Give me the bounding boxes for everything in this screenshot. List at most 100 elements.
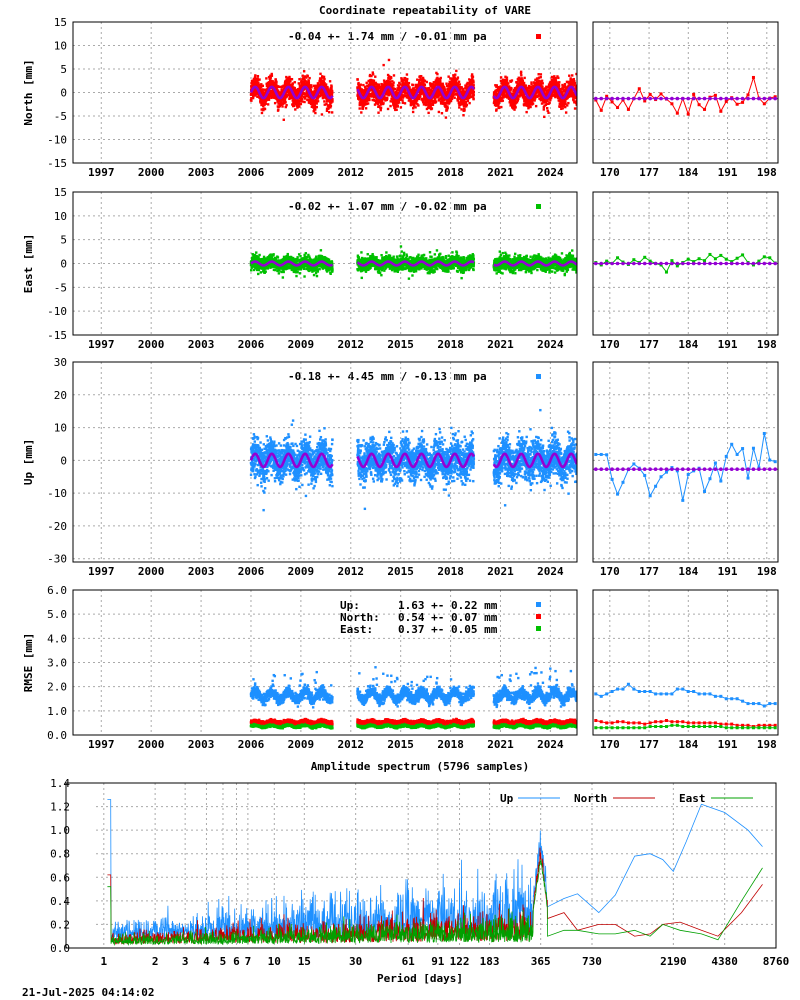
north-point: [441, 100, 444, 104]
north-point: [370, 74, 373, 78]
north-point: [416, 78, 419, 81]
north-point: [267, 95, 271, 99]
north-point: [523, 99, 526, 103]
north-point: [261, 89, 264, 92]
north-point: [269, 79, 273, 82]
north-point: [265, 77, 268, 80]
north-point: [408, 86, 411, 89]
north-point: [382, 83, 385, 87]
north-point: [322, 75, 326, 79]
north-point: [373, 99, 377, 102]
north-point: [564, 102, 567, 106]
north-point: [540, 83, 543, 86]
north-point: [525, 100, 528, 103]
north-point: [321, 92, 324, 95]
north-point: [539, 75, 542, 79]
north-point: [525, 110, 528, 114]
north-point: [320, 82, 323, 85]
north-point: [329, 88, 332, 92]
north-point: [498, 97, 501, 100]
north-point: [359, 87, 362, 91]
north-point: [465, 83, 469, 86]
north-point: [399, 83, 402, 86]
north-point: [328, 110, 331, 114]
east-point: [262, 266, 266, 270]
north-point: [445, 82, 448, 85]
north-point: [392, 84, 395, 87]
north-point: [288, 82, 291, 85]
north-point: [360, 111, 363, 114]
north-point: [435, 83, 438, 86]
north-legend-marker: [536, 34, 541, 39]
spectrum-xlabel: Period [days]: [377, 972, 463, 985]
north-point: [542, 105, 546, 109]
north-point: [311, 90, 314, 94]
north-point: [565, 88, 568, 91]
north-point: [453, 96, 456, 99]
north-point: [326, 88, 330, 91]
north-point: [551, 76, 554, 79]
north-point: [575, 72, 577, 76]
north-point: [297, 82, 301, 85]
north-point: [306, 75, 309, 78]
north-point: [322, 91, 325, 94]
north-point: [436, 78, 439, 81]
north-point: [462, 100, 465, 103]
north-point: [439, 102, 443, 105]
north-point: [298, 102, 301, 105]
north-zoom-point: [735, 102, 739, 106]
north-point: [396, 105, 399, 108]
north-point: [456, 77, 459, 81]
north-point: [325, 109, 329, 112]
north-stats-text: -0.04 +- 1.74 mm / -0.01 mm pa: [288, 30, 487, 43]
north-point: [410, 103, 413, 106]
timestamp: 21-Jul-2025 04:14:02: [22, 986, 154, 999]
north-point: [501, 99, 505, 102]
north-point: [297, 103, 300, 107]
east-point: [282, 267, 286, 271]
north-point: [541, 82, 544, 85]
north-point: [519, 70, 523, 74]
north-point: [472, 81, 475, 84]
north-point: [267, 98, 271, 101]
north-point: [301, 100, 304, 103]
north-point: [376, 88, 380, 92]
north-point: [309, 84, 313, 87]
north-point: [575, 101, 577, 104]
north-point: [463, 98, 466, 102]
north-point: [472, 90, 476, 94]
north-zoom-point: [659, 92, 663, 96]
north-point: [378, 94, 382, 97]
east-xtick-label: 2003: [188, 338, 215, 351]
north-point: [364, 103, 367, 106]
north-point: [522, 91, 525, 94]
north-point: [356, 78, 359, 81]
north-point: [415, 99, 419, 102]
north-point: [558, 99, 562, 102]
north-point: [543, 115, 546, 119]
north-point: [529, 105, 532, 109]
north-xtick-label: 2018: [437, 166, 464, 179]
east-point: [264, 270, 267, 273]
north-point: [447, 102, 451, 105]
north-point: [253, 77, 256, 81]
north-point: [277, 85, 280, 88]
north-point: [378, 92, 381, 95]
north-point: [500, 99, 503, 103]
east-ytick-label: 10: [54, 210, 67, 223]
north-point: [505, 89, 508, 92]
east-point: [271, 255, 274, 258]
north-point: [546, 99, 549, 102]
north-point: [363, 93, 366, 97]
east-point: [258, 253, 261, 257]
north-point: [261, 88, 264, 91]
north-point: [422, 97, 426, 100]
north-point: [405, 73, 409, 76]
east-point: [286, 252, 289, 256]
north-point: [514, 106, 517, 109]
north-point: [373, 84, 376, 87]
north-point: [304, 80, 307, 83]
north-point: [537, 88, 541, 92]
north-ylabel: North [mm]: [22, 59, 35, 125]
north-point: [293, 81, 296, 84]
